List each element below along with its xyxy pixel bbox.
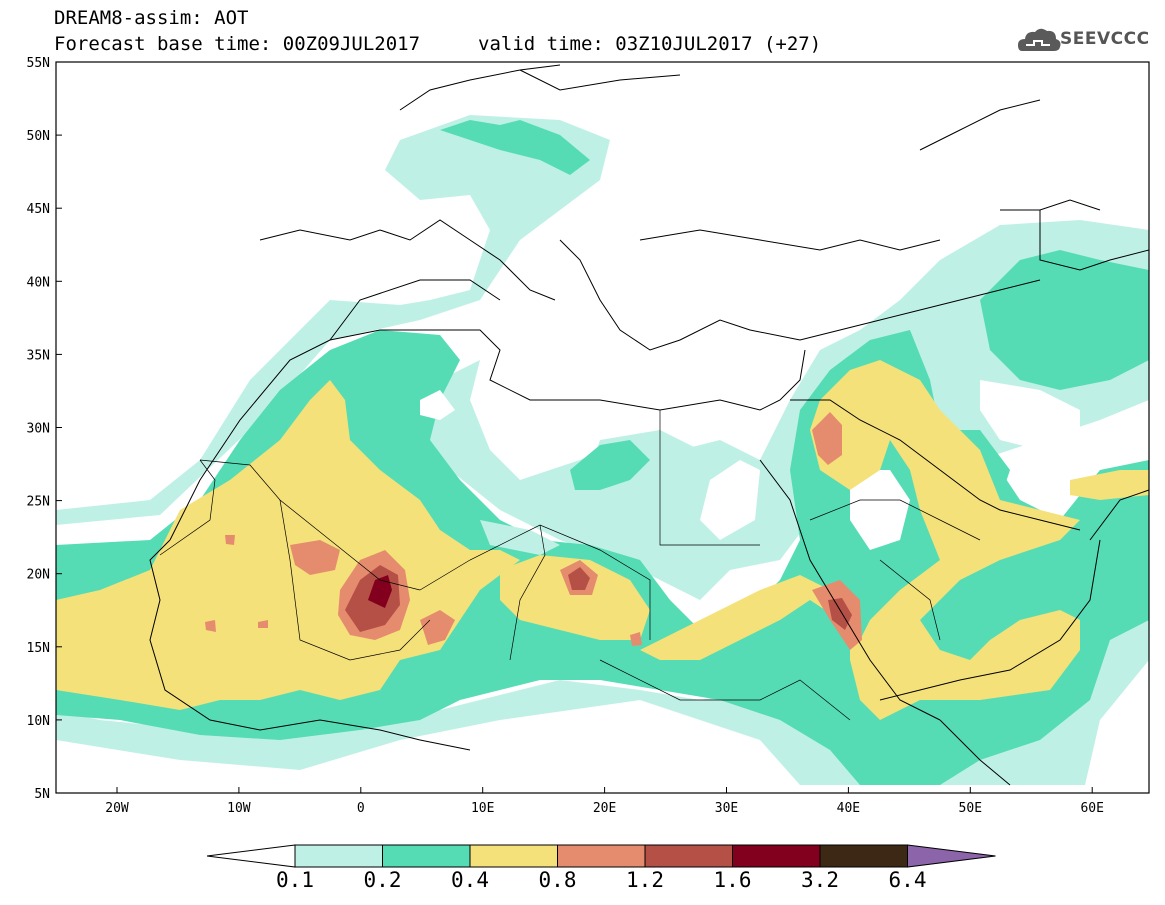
colorbar-under-arrow (206, 844, 296, 868)
lat-label: 10N (27, 714, 50, 729)
lon-label: 10E (471, 801, 494, 816)
lon-label: 50E (959, 801, 982, 816)
lat-label: 20N (27, 568, 50, 583)
colorbar-segment (382, 844, 471, 868)
aot-0.4-region (56, 360, 1149, 720)
lat-label: 45N (27, 202, 50, 217)
colorbar-label: 1.2 (626, 868, 664, 892)
colorbar-over-arrow (907, 844, 996, 868)
lat-label: 40N (27, 275, 50, 290)
colorbar-segment (732, 844, 821, 868)
latitude-ticks: 55N 50N 45N 40N 35N 30N 25N 20N 15N 10N 5N (27, 56, 62, 802)
cloud-icon (1018, 28, 1061, 51)
colorbar-label: 0.4 (451, 868, 489, 892)
lon-label: 20E (593, 801, 616, 816)
lat-label: 35N (27, 348, 50, 363)
colorbar-segment (644, 844, 733, 868)
colorbar-label: 0.2 (363, 868, 402, 892)
lon-label: 40E (837, 801, 860, 816)
map-title: DREAM8-assim: AOT (54, 7, 249, 29)
lon-label: 60E (1080, 801, 1103, 816)
colorbar-label: 3.2 (801, 868, 839, 892)
colorbar (206, 844, 996, 868)
lat-label: 30N (27, 422, 50, 437)
aot-below-threshold-region (420, 380, 1080, 555)
lat-label: 15N (27, 641, 50, 656)
colorbar-segment (819, 844, 908, 868)
colorbar-label: 1.6 (713, 868, 752, 892)
aot-1.6-region (368, 575, 392, 608)
colorbar-label: 6.4 (888, 868, 927, 892)
borders (159, 410, 981, 721)
lat-label: 25N (27, 495, 50, 510)
lat-label: 5N (34, 787, 50, 802)
colorbar-segment (294, 844, 383, 868)
longitude-ticks: 20W 10W 0 10E 20E 30E 40E 50E 60E (105, 787, 1104, 816)
colorbar-segment (557, 844, 646, 868)
lon-label: 20W (105, 801, 129, 816)
logo-text: SEEVCCC (1060, 29, 1150, 49)
colorbar-label: 0.8 (538, 868, 577, 892)
lat-label: 50N (27, 129, 50, 144)
colorbar-segment (469, 844, 558, 868)
forecast-base-time: Forecast base time: 00Z09JUL2017 (54, 33, 421, 55)
lon-label: 30E (715, 801, 738, 816)
colorbar-label: 0.1 (276, 868, 314, 892)
lat-label: 55N (27, 56, 50, 71)
coastlines (149, 64, 1149, 786)
lon-label: 10W (227, 801, 251, 816)
valid-time: valid time: 03Z10JUL2017 (+27) (478, 33, 822, 55)
lon-label: 0 (357, 801, 365, 816)
